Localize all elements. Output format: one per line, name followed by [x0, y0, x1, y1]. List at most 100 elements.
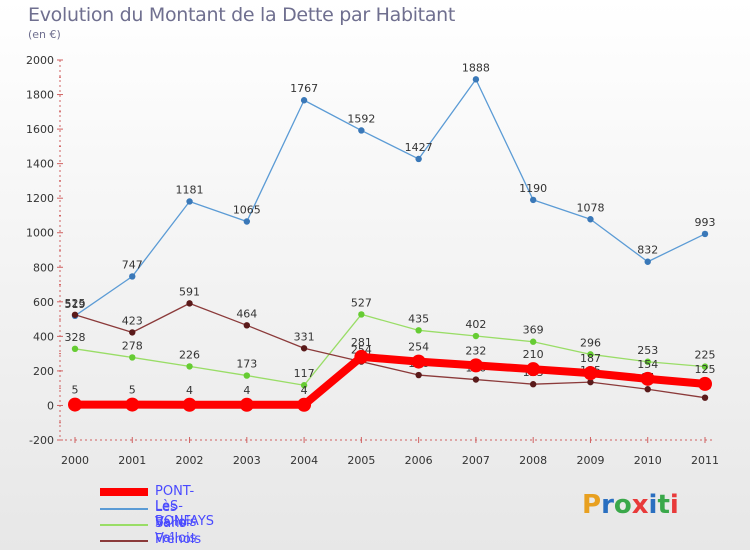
- data-point: [640, 371, 655, 386]
- data-point: [644, 258, 651, 265]
- data-point: [243, 372, 251, 379]
- logo-letter: i: [669, 490, 679, 520]
- data-point: [358, 127, 365, 134]
- y-tick-label: 600: [33, 296, 54, 309]
- x-tick-label: 2010: [634, 454, 662, 467]
- y-tick-label: 2000: [26, 54, 54, 67]
- logo-letter: o: [613, 490, 632, 520]
- data-point: [182, 397, 197, 412]
- series-line-2: [74, 302, 706, 399]
- legend-swatch-pont-les-bonfays: [100, 488, 148, 496]
- data-label: 4: [301, 384, 308, 397]
- data-label: 369: [523, 324, 544, 337]
- data-label: 296: [580, 336, 601, 349]
- data-point: [644, 358, 651, 365]
- chart-title: Evolution du Montant de la Dette par Hab…: [28, 4, 456, 26]
- y-tick-label: 1200: [26, 192, 54, 205]
- data-label: 173: [236, 358, 257, 371]
- y-tick-label: 200: [33, 365, 54, 378]
- data-point: [583, 366, 598, 381]
- data-point: [415, 371, 422, 379]
- data-point: [587, 216, 594, 223]
- data-label: 1065: [233, 204, 261, 217]
- data-point: [526, 362, 541, 377]
- data-label: 5: [129, 384, 136, 397]
- data-point: [129, 354, 136, 361]
- series-line-1: [74, 313, 706, 386]
- legend-swatch-frenois: [100, 540, 148, 542]
- data-point: [71, 345, 79, 352]
- logo-letter: x: [631, 490, 649, 520]
- data-point: [701, 394, 709, 401]
- data-point: [468, 358, 483, 373]
- data-point: [68, 397, 82, 412]
- data-point: [186, 363, 193, 370]
- data-point: [644, 386, 651, 393]
- x-tick-label: 2003: [233, 454, 261, 467]
- data-label: 253: [637, 344, 658, 357]
- x-tick-label: 2002: [176, 454, 204, 467]
- proxiti-logo: Proxiti: [582, 490, 679, 520]
- data-point: [300, 382, 308, 389]
- logo-letter: t: [657, 490, 670, 520]
- x-tick-label: 2009: [576, 454, 604, 467]
- data-point: [300, 97, 308, 104]
- data-label: 525: [65, 297, 86, 310]
- data-label: 225: [695, 349, 716, 362]
- data-label: 1888: [462, 61, 490, 74]
- data-label: 435: [408, 312, 429, 325]
- legend-swatch-sans-vallois: [100, 524, 148, 526]
- data-label: 1767: [290, 82, 318, 95]
- logo-letter: r: [601, 490, 614, 520]
- data-point: [129, 329, 136, 336]
- data-label: 210: [523, 348, 544, 361]
- data-point: [411, 354, 426, 369]
- y-tick-label: 1800: [26, 89, 54, 102]
- data-point: [472, 332, 480, 340]
- data-point: [415, 327, 422, 334]
- data-point: [472, 376, 480, 383]
- x-tick-label: 2007: [462, 454, 490, 467]
- data-label: 527: [351, 296, 372, 309]
- series-line-0: [74, 78, 706, 317]
- data-point: [186, 300, 193, 307]
- data-label: 117: [294, 367, 315, 380]
- data-label: 464: [236, 307, 257, 320]
- data-label: 278: [122, 339, 143, 352]
- y-tick-label: 1600: [26, 123, 54, 136]
- data-point: [587, 351, 594, 358]
- data-label: 4: [186, 384, 193, 397]
- legend-label-les-vallois: Les Vallois: [155, 500, 197, 530]
- data-point: [529, 196, 537, 204]
- y-tick-label: 1000: [26, 227, 54, 240]
- x-tick-label: 2004: [290, 454, 318, 467]
- logo-letter: P: [582, 490, 602, 520]
- data-label: 328: [65, 331, 86, 344]
- data-label: 1592: [347, 112, 375, 125]
- data-label: 402: [465, 318, 486, 331]
- x-tick-label: 2006: [405, 454, 433, 467]
- data-point: [243, 322, 251, 329]
- chart-subtitle: (en €): [28, 28, 61, 41]
- data-label: 1190: [519, 182, 547, 195]
- data-point: [243, 218, 251, 225]
- series-line-3: [75, 352, 706, 409]
- data-label: 125: [695, 363, 716, 376]
- data-label: 591: [179, 285, 200, 298]
- data-point: [358, 311, 365, 318]
- data-point: [239, 397, 254, 412]
- y-tick-label: -200: [29, 434, 54, 447]
- data-point: [71, 311, 79, 318]
- legend-label-frenois: Frénois: [155, 532, 202, 547]
- y-tick-label: 1400: [26, 158, 54, 171]
- data-label: 1427: [405, 141, 433, 154]
- data-label: 993: [695, 216, 716, 229]
- y-tick-label: 400: [33, 330, 54, 343]
- data-label: 832: [637, 244, 658, 257]
- x-tick-label: 2011: [691, 454, 719, 467]
- data-label: 281: [351, 336, 372, 349]
- data-point: [529, 381, 537, 388]
- data-point: [354, 349, 369, 364]
